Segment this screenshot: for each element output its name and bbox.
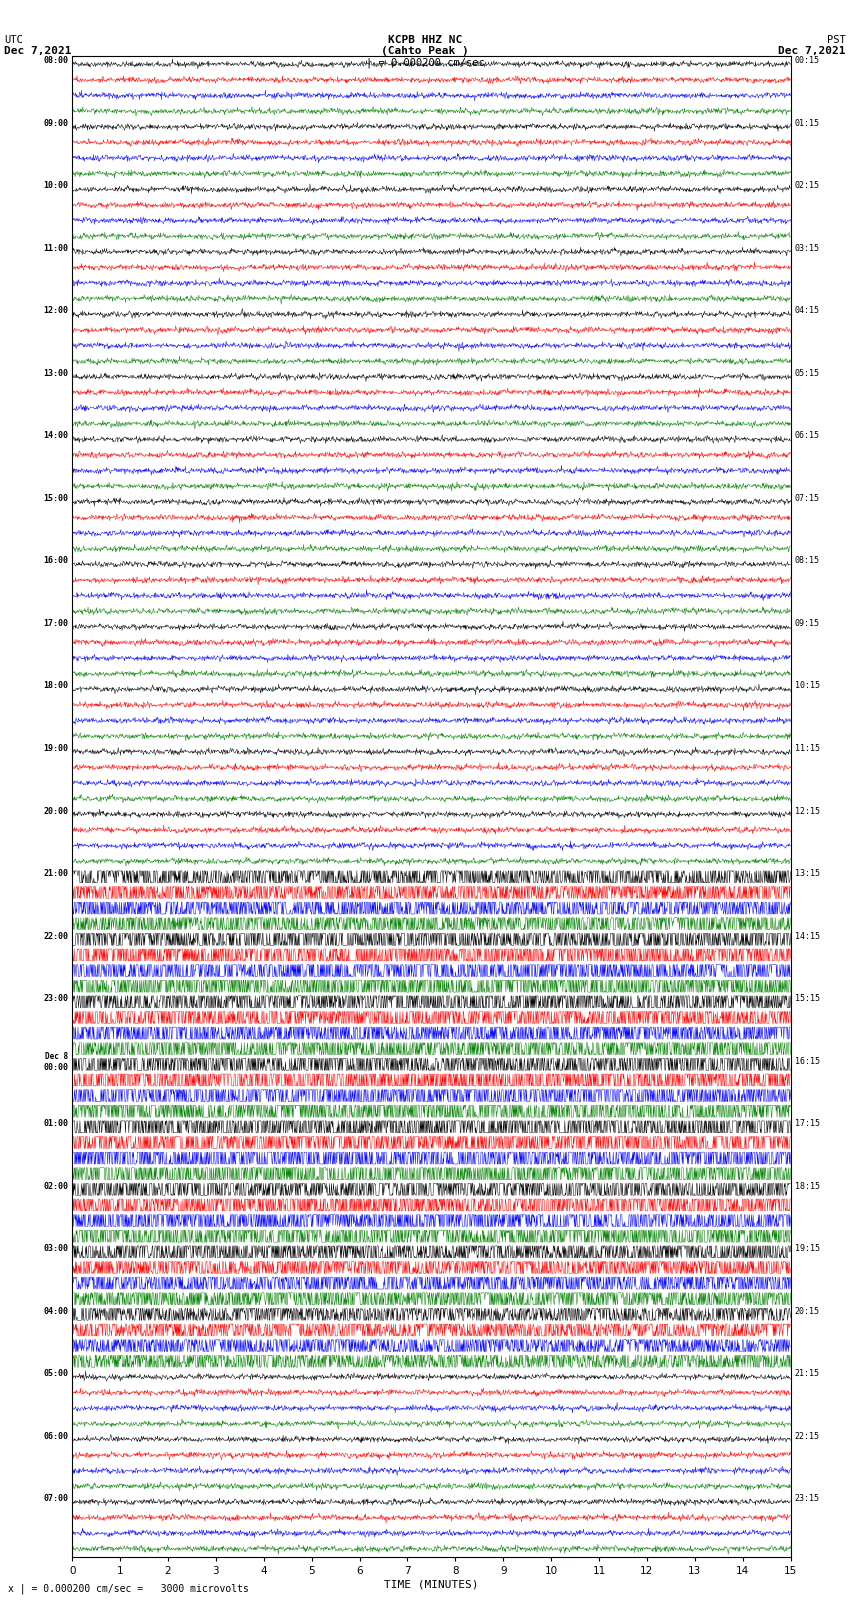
Text: 00:15: 00:15 xyxy=(795,56,819,66)
Text: 18:00: 18:00 xyxy=(43,681,68,690)
Text: 16:15: 16:15 xyxy=(795,1057,819,1066)
Text: 21:00: 21:00 xyxy=(43,869,68,877)
Text: 23:15: 23:15 xyxy=(795,1494,819,1503)
Text: 00:00: 00:00 xyxy=(43,1063,68,1073)
Text: 20:00: 20:00 xyxy=(43,806,68,816)
Text: Dec 7,2021: Dec 7,2021 xyxy=(4,45,71,56)
Text: 22:00: 22:00 xyxy=(43,932,68,940)
Text: 02:15: 02:15 xyxy=(795,181,819,190)
Text: 14:00: 14:00 xyxy=(43,431,68,440)
Text: 05:15: 05:15 xyxy=(795,369,819,377)
Text: 19:15: 19:15 xyxy=(795,1244,819,1253)
Text: 07:00: 07:00 xyxy=(43,1494,68,1503)
Text: 03:15: 03:15 xyxy=(795,244,819,253)
Text: 09:15: 09:15 xyxy=(795,619,819,627)
Text: 05:00: 05:00 xyxy=(43,1369,68,1378)
Text: PST: PST xyxy=(827,35,846,45)
Text: 20:15: 20:15 xyxy=(795,1307,819,1316)
Text: 07:15: 07:15 xyxy=(795,494,819,503)
Text: x | = 0.000200 cm/sec =   3000 microvolts: x | = 0.000200 cm/sec = 3000 microvolts xyxy=(8,1582,249,1594)
Text: 01:15: 01:15 xyxy=(795,119,819,127)
Text: 10:00: 10:00 xyxy=(43,181,68,190)
Text: 11:15: 11:15 xyxy=(795,744,819,753)
Text: 16:00: 16:00 xyxy=(43,556,68,566)
Text: 23:00: 23:00 xyxy=(43,994,68,1003)
Text: 03:00: 03:00 xyxy=(43,1244,68,1253)
Text: 11:00: 11:00 xyxy=(43,244,68,253)
Text: (Cahto Peak ): (Cahto Peak ) xyxy=(381,45,469,56)
Text: 04:15: 04:15 xyxy=(795,306,819,316)
Text: 19:00: 19:00 xyxy=(43,744,68,753)
X-axis label: TIME (MINUTES): TIME (MINUTES) xyxy=(384,1579,479,1590)
Text: 10:15: 10:15 xyxy=(795,681,819,690)
Text: 08:15: 08:15 xyxy=(795,556,819,566)
Text: 12:00: 12:00 xyxy=(43,306,68,316)
Text: UTC: UTC xyxy=(4,35,23,45)
Text: 06:15: 06:15 xyxy=(795,431,819,440)
Text: 08:00: 08:00 xyxy=(43,56,68,66)
Text: 17:15: 17:15 xyxy=(795,1119,819,1127)
Text: 13:00: 13:00 xyxy=(43,369,68,377)
Text: 15:15: 15:15 xyxy=(795,994,819,1003)
Text: 17:00: 17:00 xyxy=(43,619,68,627)
Text: | = 0.000200 cm/sec: | = 0.000200 cm/sec xyxy=(366,58,484,68)
Text: 15:00: 15:00 xyxy=(43,494,68,503)
Text: 14:15: 14:15 xyxy=(795,932,819,940)
Text: 04:00: 04:00 xyxy=(43,1307,68,1316)
Text: 01:00: 01:00 xyxy=(43,1119,68,1127)
Text: 18:15: 18:15 xyxy=(795,1181,819,1190)
Text: 12:15: 12:15 xyxy=(795,806,819,816)
Text: Dec 7,2021: Dec 7,2021 xyxy=(779,45,846,56)
Text: 22:15: 22:15 xyxy=(795,1432,819,1440)
Text: KCPB HHZ NC: KCPB HHZ NC xyxy=(388,35,462,45)
Text: 02:00: 02:00 xyxy=(43,1181,68,1190)
Text: Dec 8: Dec 8 xyxy=(45,1052,68,1061)
Text: 13:15: 13:15 xyxy=(795,869,819,877)
Text: 09:00: 09:00 xyxy=(43,119,68,127)
Text: 06:00: 06:00 xyxy=(43,1432,68,1440)
Text: 21:15: 21:15 xyxy=(795,1369,819,1378)
